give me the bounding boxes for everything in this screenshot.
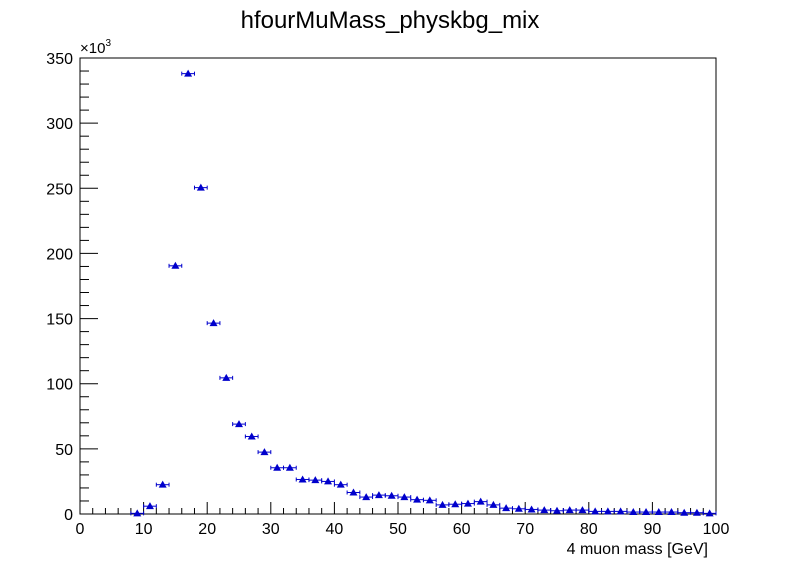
data-point: [298, 475, 307, 483]
data-point: [540, 506, 549, 514]
data-point: [438, 500, 447, 508]
data-point: [514, 504, 523, 512]
data-point: [642, 508, 651, 516]
x-tick-label: 10: [135, 521, 153, 538]
y-axis-multiplier-exponent: 3: [105, 38, 111, 49]
data-point: [336, 480, 345, 488]
data-point: [209, 319, 218, 327]
data-point: [667, 508, 676, 516]
data-point: [324, 477, 333, 485]
x-tick-label: 30: [262, 521, 280, 538]
data-point: [285, 463, 294, 471]
x-tick-label: 20: [198, 521, 216, 538]
data-point: [133, 509, 142, 517]
data-point: [184, 69, 193, 77]
data-point: [362, 493, 371, 501]
data-point: [387, 491, 396, 499]
y-axis: 0 50 100 150 200 250 300 350: [46, 51, 98, 524]
data-point: [629, 508, 638, 516]
y-tick-label: 350: [46, 51, 73, 68]
data-point: [489, 500, 498, 508]
data-point: [565, 506, 574, 514]
data-point: [260, 448, 269, 456]
x-tick-label: 60: [453, 521, 471, 538]
data-point: [616, 507, 625, 515]
x-tick-label: 70: [516, 521, 534, 538]
x-axis-label: 4 muon mass [GeV]: [567, 541, 708, 558]
plot-frame: [79, 57, 717, 515]
data-point: [273, 463, 282, 471]
data-point: [463, 499, 472, 507]
x-tick-label: 80: [580, 521, 598, 538]
data-point: [553, 506, 561, 514]
data-point: [502, 504, 511, 512]
data-point: [413, 495, 422, 503]
y-tick-label: 0: [64, 507, 73, 524]
data-point: [171, 261, 180, 269]
x-axis: 0 10 20 30 40 50 60 70 80 90 100: [76, 502, 730, 538]
y-tick-label: 250: [46, 181, 73, 198]
data-point: [145, 502, 154, 510]
data-point: [247, 432, 256, 440]
data-points: [130, 69, 717, 517]
data-point: [235, 420, 243, 428]
x-tick-label: 100: [703, 521, 730, 538]
data-point: [603, 507, 612, 515]
y-tick-label: 50: [55, 442, 73, 459]
y-tick-label: 100: [46, 377, 73, 394]
y-axis-multiplier-base: ×10: [80, 40, 105, 57]
data-point: [654, 508, 663, 516]
data-point: [425, 496, 434, 504]
x-tick-label: 40: [326, 521, 344, 538]
data-point: [680, 508, 689, 516]
data-point: [451, 500, 460, 508]
data-point: [222, 373, 231, 381]
x-tick-label: 90: [644, 521, 662, 538]
data-point: [400, 493, 409, 501]
data-point: [158, 480, 167, 488]
data-point: [311, 476, 320, 484]
x-tick-label: 50: [389, 521, 407, 538]
plot-title: hfourMuMass_physkbg_mix: [241, 7, 540, 34]
data-point: [692, 508, 701, 516]
y-tick-label: 300: [46, 116, 73, 133]
y-axis-multiplier: ×103: [80, 38, 111, 57]
y-tick-label: 150: [46, 312, 73, 329]
data-point: [196, 183, 205, 191]
data-point: [527, 505, 536, 513]
data-point: [578, 506, 587, 514]
data-point: [349, 488, 358, 496]
data-point: [591, 507, 600, 515]
y-tick-label: 200: [46, 246, 73, 263]
data-point: [476, 497, 485, 505]
data-point: [705, 509, 714, 517]
data-point: [374, 491, 383, 499]
x-tick-label: 0: [76, 521, 85, 538]
